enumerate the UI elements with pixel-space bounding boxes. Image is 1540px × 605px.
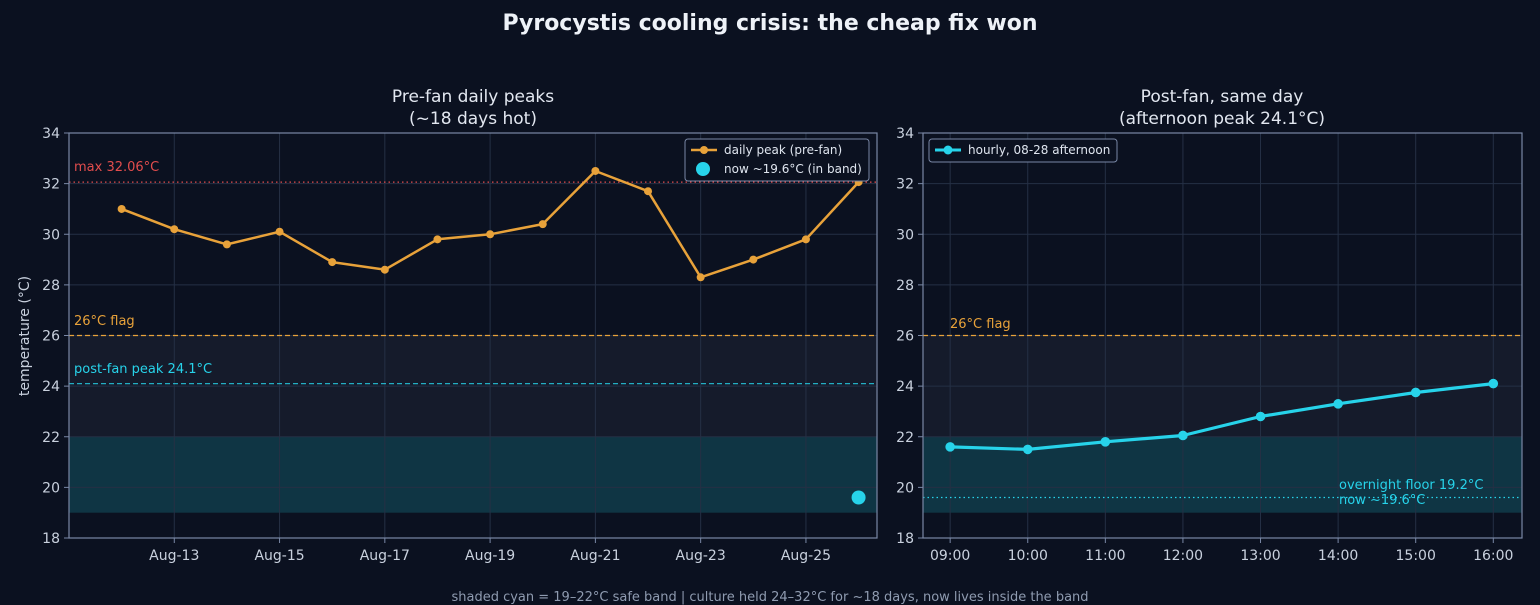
left-y-tick-label: 24: [42, 379, 60, 395]
right-x-tick-label: 16:00: [1473, 548, 1513, 564]
right-y-tick-label: 28: [896, 278, 914, 294]
left-data-point: [433, 235, 442, 244]
right-data-point: [945, 442, 955, 452]
left-data-point: [117, 204, 126, 213]
left-x-tick-label: Aug-13: [149, 548, 199, 564]
left-x-tick-label: Aug-19: [465, 548, 515, 564]
right-data-point: [1488, 378, 1499, 389]
right-data-point: [1410, 387, 1421, 398]
left-x-tick-label: Aug-25: [781, 548, 831, 564]
left-data-point: [644, 187, 653, 196]
left-data-point: [749, 255, 758, 264]
right-panel-title: Post-fan, same day: [1141, 87, 1304, 107]
left-x-tick-label: Aug-17: [360, 548, 410, 564]
right-y-tick-label: 18: [896, 531, 914, 547]
left-data-point: [222, 240, 231, 249]
legend-label-now: now ~19.6°C (in band): [724, 162, 862, 176]
left-plot-frame: [68, 132, 878, 539]
legend-marker-now: [696, 162, 710, 176]
right-plot-frame: [922, 132, 1523, 539]
right-y-tick-label: 34: [896, 126, 914, 142]
right-panel-subtitle: (afternoon peak 24.1°C): [1119, 109, 1325, 129]
now-reading-point: [851, 490, 866, 505]
right-x-tick-label: 11:00: [1085, 548, 1125, 564]
legend-label-hourly: hourly, 08-28 afternoon: [968, 143, 1110, 157]
left-legend: daily peak (pre-fan) now ~19.6°C (in ban…: [684, 138, 870, 182]
right-y-tick-label: 26: [896, 329, 914, 345]
right-panel: Post-fan, same day (afternoon peak 24.1°…: [896, 87, 1523, 564]
left-data-point: [275, 227, 284, 236]
left-y-tick-label: 22: [42, 430, 60, 446]
legend-label-daily-peak: daily peak (pre-fan): [724, 143, 842, 157]
left-data-point: [538, 220, 547, 229]
left-data-point: [696, 273, 705, 282]
left-y-axis-label: temperature (°C): [17, 276, 33, 396]
now-reading-label: now ~19.6°C: [1339, 493, 1425, 508]
left-x-tick-label: Aug-21: [570, 548, 620, 564]
right-plot-area: 18 20 22 24 26 28 30 32 34 09:00 10:00 11:00 12:00 13…: [896, 126, 1523, 564]
post-fan-peak-label: post-fan peak 24.1°C: [74, 362, 212, 377]
right-y-tick-label: 32: [896, 177, 914, 193]
right-x-tick-label: 09:00: [930, 548, 970, 564]
right-legend-box: [928, 138, 1118, 163]
left-data-point: [591, 166, 600, 175]
right-data-point: [1022, 444, 1033, 455]
right-data-point: [1100, 437, 1111, 447]
left-y-tick-label: 34: [42, 126, 60, 142]
left-panel: Pre-fan daily peaks (~18 days hot) tempe…: [17, 87, 878, 564]
right-data-point: [1333, 399, 1343, 409]
left-y-tick-label: 28: [42, 278, 60, 294]
right-x-tick-label: 13:00: [1240, 548, 1280, 564]
left-plot-area: 18 20 22 24 26 28 30 32 34 Aug-13 Aug-15 Aug-17 Aug-…: [42, 126, 878, 564]
left-safe-band: [69, 436, 877, 513]
legend-marker-orange: [700, 146, 708, 154]
right-y-tick-label: 22: [896, 430, 914, 446]
left-data-point: [486, 230, 495, 239]
overnight-floor-label: overnight floor 19.2°C: [1339, 478, 1483, 493]
right-x-tick-label: 15:00: [1396, 548, 1436, 564]
left-x-tick-label: Aug-23: [676, 548, 726, 564]
figure-title: Pyrocystis cooling crisis: the cheap fix…: [502, 11, 1037, 36]
footer-note: shaded cyan = 19–22°C safe band | cultur…: [451, 590, 1088, 605]
right-legend: hourly, 08-28 afternoon: [928, 138, 1118, 163]
left-y-tick-label: 30: [42, 227, 60, 243]
right-y-tick-label: 24: [896, 379, 914, 395]
right-x-tick-label: 14:00: [1318, 548, 1358, 564]
right-data-point: [1178, 430, 1188, 441]
left-x-tick-label: Aug-15: [254, 548, 304, 564]
right-flag-line-label: 26°C flag: [950, 317, 1011, 332]
left-data-point: [170, 225, 179, 234]
legend-marker-cyan: [943, 145, 953, 155]
right-data-point: [1255, 411, 1266, 422]
left-panel-subtitle: (~18 days hot): [409, 109, 537, 129]
left-y-tick-label: 32: [42, 177, 60, 193]
left-y-tick-label: 18: [42, 531, 60, 547]
left-data-point: [380, 265, 389, 274]
right-series-line: [950, 382, 1494, 451]
right-x-tick-label: 12:00: [1163, 548, 1203, 564]
left-legend-box: [684, 138, 870, 182]
left-data-point: [328, 258, 337, 267]
max-line-label: max 32.06°C: [74, 160, 159, 175]
left-panel-title: Pre-fan daily peaks: [392, 87, 554, 107]
left-y-tick-label: 26: [42, 329, 60, 345]
right-y-tick-label: 30: [896, 227, 914, 243]
flag-line-label: 26°C flag: [74, 314, 135, 329]
left-y-tick-label: 20: [42, 480, 60, 496]
right-y-tick-label: 20: [896, 480, 914, 496]
left-data-point: [801, 235, 810, 244]
right-x-tick-label: 10:00: [1008, 548, 1048, 564]
